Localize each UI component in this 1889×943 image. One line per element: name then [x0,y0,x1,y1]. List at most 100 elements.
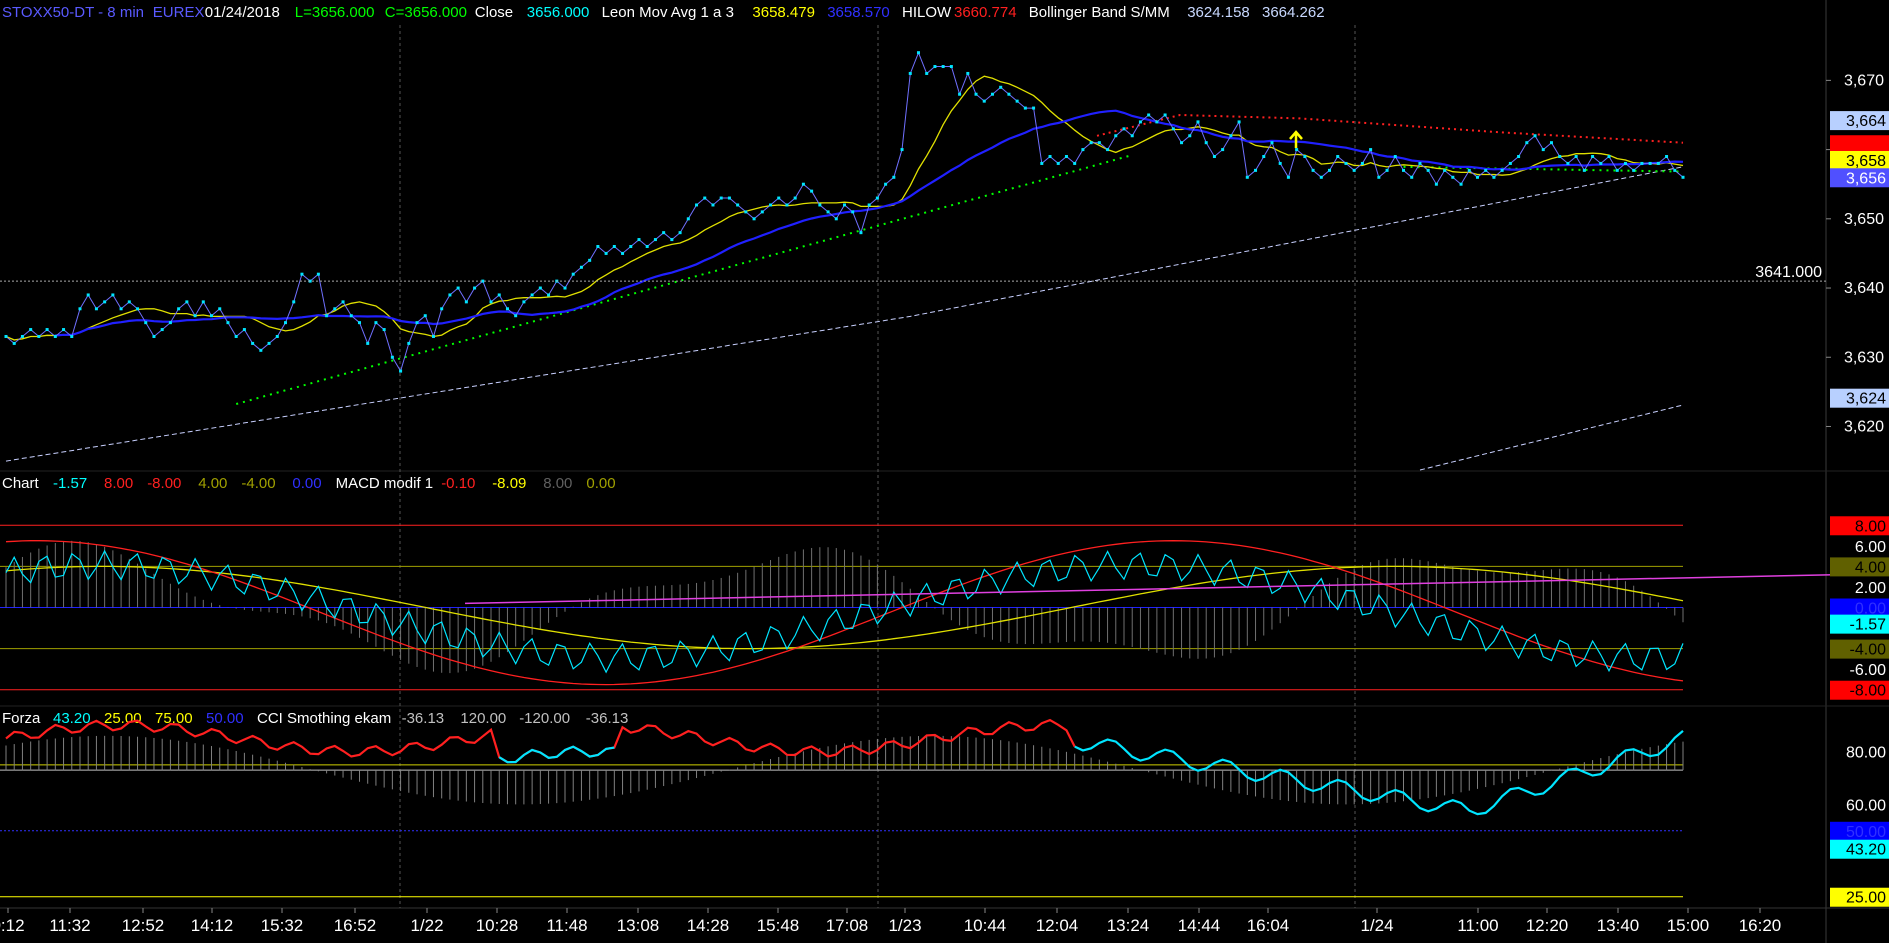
close-point [1443,168,1447,172]
close-point [349,314,353,318]
macd-axis-badge [1830,680,1889,700]
close-point [1640,161,1644,165]
close-point [974,92,978,96]
close-point [1492,175,1496,179]
close-point [1163,113,1167,117]
close-point [70,334,74,338]
close-point [210,314,214,318]
close-point [711,203,715,207]
hilow-green-dots [235,154,1133,405]
close-point [1130,134,1134,138]
cci-legend-item: 120.00 [460,710,506,727]
cci-axis-label: 80.00 [1846,745,1886,762]
close-point [1007,92,1011,96]
close-point [1204,141,1208,145]
close-point [1426,168,1430,172]
macd-legend-item: 0.00 [586,475,615,492]
close-point [1393,155,1397,159]
hilow-red-dots [1096,113,1684,144]
close-point [201,300,205,304]
close-point [1295,148,1299,152]
close-point [1632,168,1636,172]
macd-line-cyan [5,549,1684,674]
close-point [12,341,16,345]
cci-axis-label: 43.20 [1846,842,1886,859]
close-point [818,203,822,207]
close-point [234,334,238,338]
time-axis-label: 15:32 [261,916,304,935]
macd-legend-item: Chart [2,475,40,492]
close-point [1155,120,1159,124]
close-point [645,245,649,248]
close-point [1558,155,1562,159]
price-badge-label: 3,661 [1846,137,1886,154]
close-point [933,65,937,69]
header-item: 3660.774 [954,4,1017,21]
close-point [1245,175,1249,179]
close-point [1196,120,1200,124]
close-point [670,238,674,242]
cci-legend-item: 50.00 [206,710,244,727]
close-point [119,307,123,311]
time-axis-label: 10:28 [476,916,519,935]
close-point [366,341,370,345]
close-point [407,341,411,345]
close-point [1237,120,1241,124]
close-point [1410,175,1414,179]
close-point [1064,155,1068,159]
close-point [604,251,608,255]
close-point [1138,120,1142,124]
close-point [703,196,707,200]
price-badge [1830,135,1889,155]
close-point [333,307,337,311]
time-axis-label: 13:08 [617,916,660,935]
close-point [1402,168,1405,172]
time-axis-label: 11:32 [49,916,90,935]
close-point [111,293,115,297]
close-point [1286,175,1290,179]
price-badge [1830,111,1889,131]
macd-legend-item: -1.57 [53,475,87,492]
close-point [834,217,838,221]
close-point [448,293,452,297]
close-point [653,238,657,242]
close-point [596,245,600,248]
macd-axis-badge [1830,557,1889,577]
close-point [1319,175,1323,179]
close-point [851,210,855,214]
close-point [423,314,427,318]
close-point [1229,134,1233,138]
close-point [1262,155,1266,159]
time-axis-label: 13:40 [1597,916,1640,935]
close-point [1673,168,1677,172]
close-point [941,65,945,69]
close-point [1015,99,1019,103]
macd-axis-badge [1830,516,1889,536]
close-point [357,321,361,325]
close-point [168,321,172,325]
close-point [62,328,66,332]
leon-mov-avg-blue [55,109,1684,337]
price-badge [1830,168,1889,188]
close-point [1623,161,1627,165]
price-tick-label: 3,620 [1844,418,1884,435]
header-item: C=3656.000 [385,4,467,21]
macd-axis-badge [1830,598,1889,618]
cci-legend-item: 75.00 [155,710,193,727]
time-axis-label: 17:08 [826,916,869,935]
close-point [4,334,8,338]
close-point [1582,168,1586,172]
close-point [489,300,493,304]
macd-axis-badge [1830,614,1889,634]
close-point [1040,161,1044,165]
close-point [1336,155,1340,159]
close-point [1114,134,1118,138]
close-point [982,99,986,103]
close-point [686,217,690,221]
close-point [144,321,148,325]
close-point [251,341,255,345]
price-badge-label: 3,664 [1846,113,1886,130]
hilow-green-dots-end [1403,165,1684,173]
time-axis-label: 15:00 [1667,916,1710,935]
